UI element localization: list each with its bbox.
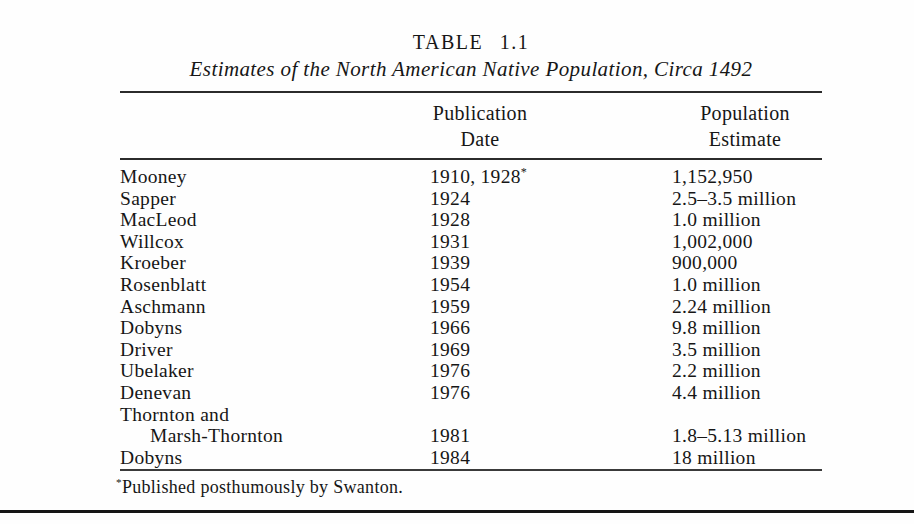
table-title: TABLE 1.1: [120, 31, 822, 54]
population-estimate-cell: 1.8–5.13 million: [672, 425, 822, 447]
table-row: MacLeod19281.0 million: [120, 209, 822, 231]
publication-date-cell: 1981: [430, 425, 672, 447]
population-estimate-cell: 18 million: [672, 447, 822, 469]
author-cell: Dobyns: [120, 447, 430, 469]
publication-date-cell: 1959: [430, 296, 672, 318]
publication-date-cell: 1939: [430, 252, 672, 274]
population-estimate-cell: 2.5–3.5 million: [672, 188, 822, 210]
table-body: Mooney1910, 1928*1,152,950Sapper19242.5–…: [120, 166, 822, 468]
rule-under-title: [120, 91, 822, 93]
population-estimate-cell: 1,002,000: [672, 231, 822, 253]
publication-date-cell: 1931: [430, 231, 672, 253]
population-estimate-cell: 2.2 million: [672, 360, 822, 382]
header-population-line1: Population: [665, 100, 825, 126]
header-publication-line2: Date: [400, 126, 560, 152]
rule-under-header: [120, 158, 822, 160]
table-1-1: TABLE 1.1 Estimates of the North America…: [120, 0, 822, 524]
publication-date-cell: 1976: [430, 382, 672, 404]
table-row: Mooney1910, 1928*1,152,950: [120, 166, 822, 188]
footnote-text: Published posthumously by Swanton.: [122, 477, 403, 497]
footnote: *Published posthumously by Swanton.: [116, 477, 403, 498]
table-row: Dobyns19669.8 million: [120, 317, 822, 339]
publication-date-cell: 1924: [430, 188, 672, 210]
date-asterisk: *: [521, 165, 527, 179]
author-cell: Sapper: [120, 188, 430, 210]
column-header-population-estimate: Population Estimate: [665, 100, 825, 152]
author-cell: Willcox: [120, 231, 430, 253]
header-publication-line1: Publication: [400, 100, 560, 126]
header-population-line2: Estimate: [665, 126, 825, 152]
publication-date-cell: 1969: [430, 339, 672, 361]
population-estimate-cell: 1.0 million: [672, 209, 822, 231]
author-cell: Denevan: [120, 382, 430, 404]
table-row: Kroeber1939900,000: [120, 252, 822, 274]
publication-date-cell: 1966: [430, 317, 672, 339]
publication-date-cell: 1928: [430, 209, 672, 231]
table-row: Dobyns198418 million: [120, 447, 822, 469]
table-row: Denevan19764.4 million: [120, 382, 822, 404]
table-row: Sapper19242.5–3.5 million: [120, 188, 822, 210]
author-cell: Aschmann: [120, 296, 430, 318]
author-cell: Rosenblatt: [120, 274, 430, 296]
population-estimate-cell: 1,152,950: [672, 166, 822, 188]
author-cell: Driver: [120, 339, 430, 361]
author-cell: Thornton andMarsh-Thornton: [120, 404, 430, 447]
population-estimate-cell: 900,000: [672, 252, 822, 274]
publication-date-cell: 1910, 1928*: [430, 166, 672, 188]
population-estimate-cell: 1.0 million: [672, 274, 822, 296]
table-row: Ubelaker19762.2 million: [120, 360, 822, 382]
table-subtitle: Estimates of the North American Native P…: [120, 57, 822, 82]
publication-date-cell: 1976: [430, 360, 672, 382]
author-cell: Kroeber: [120, 252, 430, 274]
population-estimate-cell: 3.5 million: [672, 339, 822, 361]
page-bottom-rule: [0, 510, 914, 513]
author-line2: Marsh-Thornton: [120, 425, 430, 447]
column-header-publication-date: Publication Date: [400, 100, 560, 152]
publication-date-cell: 1984: [430, 447, 672, 469]
population-estimate-cell: 9.8 million: [672, 317, 822, 339]
table-row: Willcox19311,002,000: [120, 231, 822, 253]
table-row: Aschmann19592.24 million: [120, 296, 822, 318]
rule-above-footnote: [120, 469, 822, 471]
author-cell: Mooney: [120, 166, 430, 188]
table-row: Thornton andMarsh-Thornton19811.8–5.13 m…: [120, 404, 822, 447]
author-line1: Thornton and: [120, 404, 430, 426]
table-row: Driver19693.5 million: [120, 339, 822, 361]
author-cell: Ubelaker: [120, 360, 430, 382]
population-estimate-cell: 4.4 million: [672, 382, 822, 404]
scanned-page: TABLE 1.1 Estimates of the North America…: [0, 0, 914, 524]
author-cell: Dobyns: [120, 317, 430, 339]
table-row: Rosenblatt19541.0 million: [120, 274, 822, 296]
publication-date-cell: 1954: [430, 274, 672, 296]
author-cell: MacLeod: [120, 209, 430, 231]
population-estimate-cell: 2.24 million: [672, 296, 822, 318]
